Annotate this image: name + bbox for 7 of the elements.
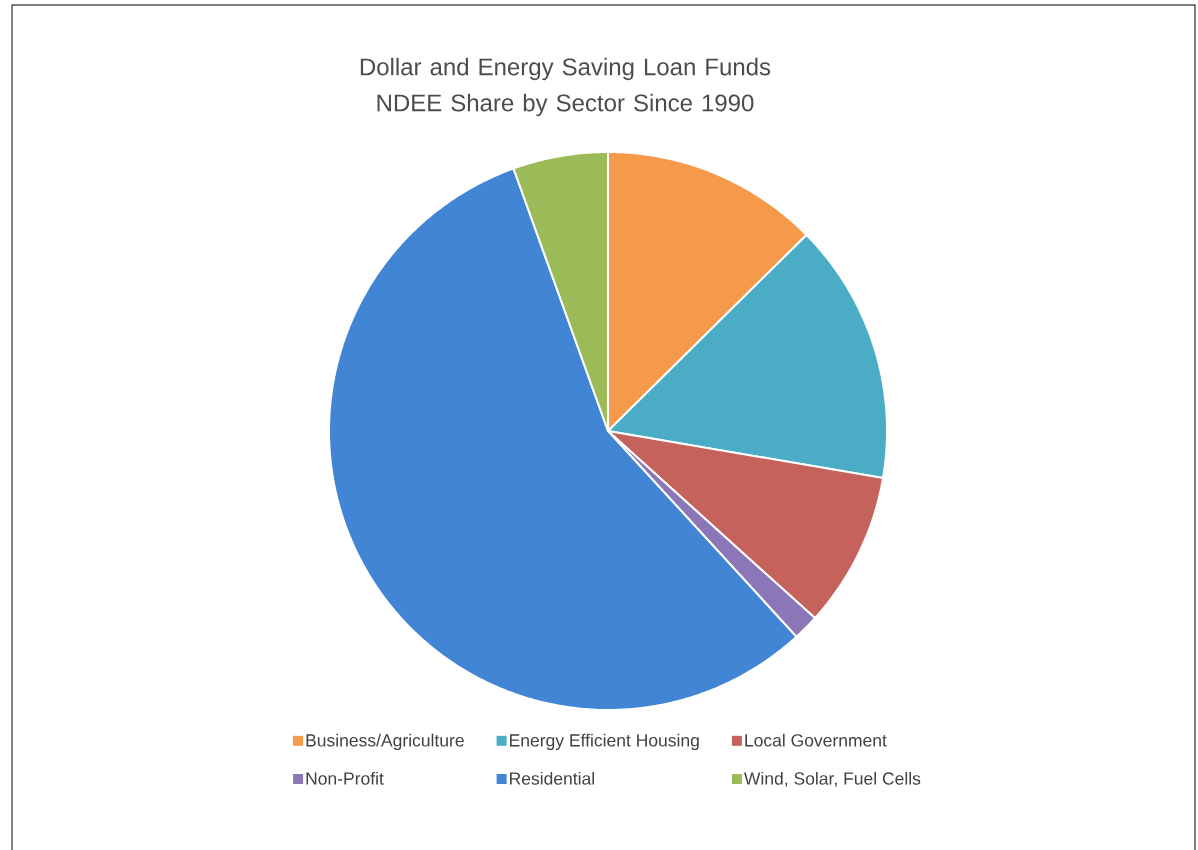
chart-title: Dollar and Energy Saving Loan Funds NDEE Share by Sector Since 1990 (360, 57, 771, 117)
legend-label: Business/Agriculture (306, 733, 464, 751)
legend-label: Local Government (745, 733, 887, 747)
legend-label: Residential (510, 771, 594, 785)
legend-label: Energy Efficient Housing (510, 733, 699, 751)
legend-label: Non-Profit (306, 771, 384, 785)
legend-label: Wind, Solar, Fuel Cells (743, 771, 921, 787)
